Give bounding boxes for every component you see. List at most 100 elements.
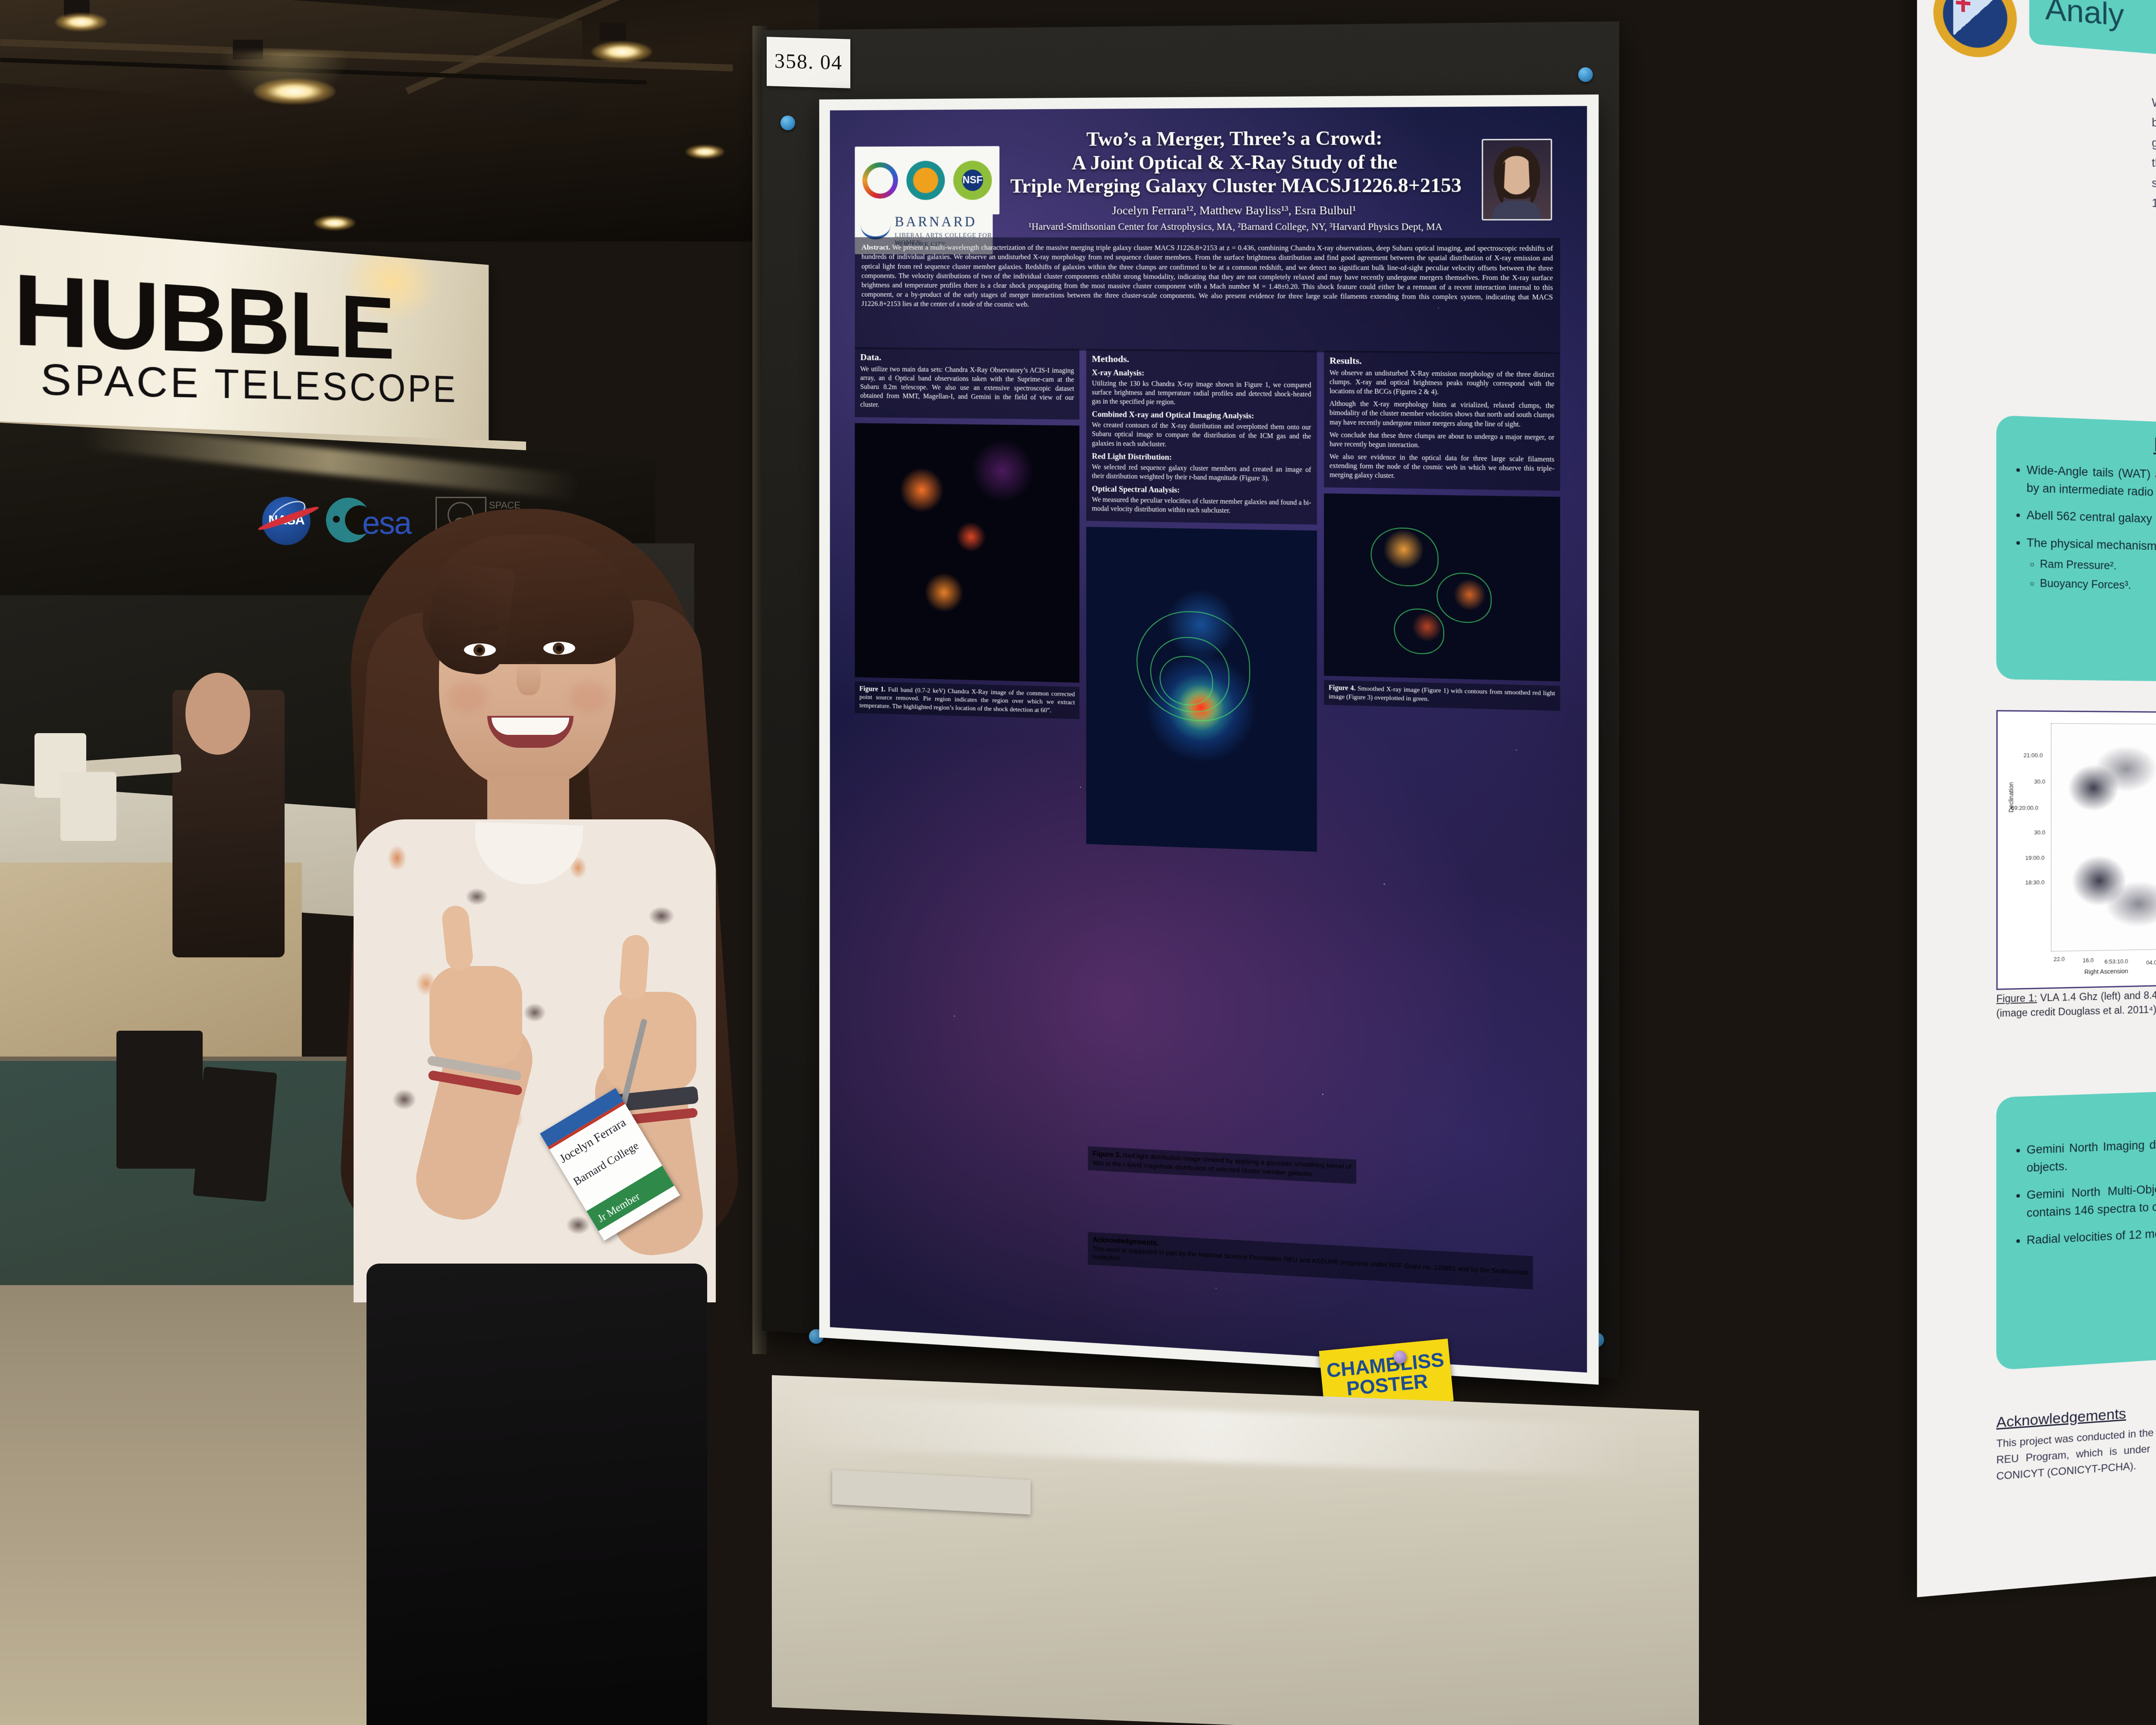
- presenter-thumb-right: [618, 934, 650, 1000]
- pupil: [477, 647, 483, 653]
- abstract-text: We present a multi-wavelength characteri…: [861, 243, 1553, 309]
- barnard-logo-text: BARNARD: [894, 214, 977, 230]
- pushpin: [1394, 1351, 1407, 1364]
- data-bullet-list: Gemini North Imaging data from GMOS imag…: [2012, 1126, 2156, 1250]
- poster-column-middle: Methods. X-ray Analysis: Utilizing the 1…: [1086, 349, 1317, 1339]
- fig1-ytick-1: 30.0: [2034, 778, 2046, 785]
- headshot-body: [1492, 201, 1542, 221]
- nsf-logo: NSF: [953, 160, 992, 200]
- methods-sub-text-3: We measured the peculiar velocities of c…: [1092, 496, 1311, 515]
- methods-sub-title-2: Red Light Distribution:: [1092, 452, 1172, 462]
- poster-number-text: 358. 04: [774, 49, 843, 75]
- fig1-ylabel: Declination: [2007, 782, 2015, 813]
- adjacent-ack-heading: Acknowledgements: [1996, 1405, 2126, 1431]
- fig1-xlabel: Right Ascension: [2084, 967, 2128, 975]
- chair: [116, 1031, 203, 1169]
- fig1-xtick-1: 16.0: [2082, 957, 2094, 964]
- results-paragraph-1: Although the X-ray morphology hints at v…: [1329, 400, 1554, 428]
- pupil: [556, 646, 562, 651]
- figure-2-image: [1086, 527, 1317, 852]
- adjacent-poster-title: Analy: [2045, 0, 2124, 33]
- ceiling-spotlight: [686, 145, 724, 159]
- smoothed-xray-image: [1324, 493, 1561, 682]
- fig1-xtick-0: 22.0: [2053, 956, 2065, 963]
- data-section: II.- Data Gemini North Imaging data from…: [1996, 1082, 2156, 1371]
- presenter-nose: [517, 660, 541, 695]
- intro-bullet-0: Wide-Angle tails (WAT) are straight, nar…: [2027, 461, 2156, 508]
- redlight-contour: [1370, 527, 1438, 587]
- figure-3-label: Figure 3.: [1092, 1150, 1121, 1159]
- results-paragraph-0: We observe an undisturbed X-Ray emission…: [1329, 369, 1554, 396]
- nasa-logo: NASA: [257, 496, 320, 545]
- pushpin: [1578, 67, 1593, 82]
- presenter: Jocelyn Ferrara Barnard College Jr Membe…: [302, 457, 992, 1725]
- intro-bullet-2-text: The physical mechanism of the WAT involv…: [2026, 536, 2156, 558]
- adjacent-acknowledgements: Acknowledgements This project was conduc…: [1996, 1383, 2156, 1485]
- intro-bullet-1: Abell 562 central galaxy is host to the …: [2027, 506, 2156, 535]
- poster-title-line3: Triple Merging Galaxy Cluster MACSJ1226.…: [1010, 174, 1462, 198]
- ceiling-spotlight: [314, 216, 355, 230]
- intro-sub-bullets: Ram Pressure². Buoyancy Forces³.: [2027, 556, 2156, 599]
- figure-4-caption: Figure 4. Smoothed X-ray image (Figure 1…: [1324, 680, 1561, 711]
- presenter-skirt: [367, 1264, 707, 1725]
- puc-chile-logo: [1933, 0, 2017, 60]
- methods-sub-title-0: X-ray Analysis:: [1092, 368, 1144, 378]
- poster-title-block: Two’s a Merger, Three’s a Crowd: A Joint…: [1006, 126, 1467, 233]
- adjacent-poster-abstract: We present a recent study of the dynamic…: [2152, 96, 2156, 214]
- ceiling-spotlight: [55, 13, 107, 31]
- adjacent-figure-1: 21:00.0 30.0 69:20:00.0 30.0 19:00.0 18:…: [1996, 710, 2156, 990]
- puc-cross-icon: [1961, 0, 1965, 12]
- author-headshot: [1482, 138, 1552, 221]
- hubble-exhibit-sign: HUBBLE SPACE TELESCOPE: [0, 222, 489, 449]
- subaru-optical-image: [1086, 527, 1317, 852]
- adjacent-poster-title-box: Analy: [2029, 0, 2156, 77]
- esa-logo: esa: [326, 496, 438, 543]
- presenter-teeth: [492, 718, 569, 735]
- poster-number-tag: 358. 04: [767, 37, 850, 88]
- lamp-housing: [599, 22, 626, 41]
- fig1-xtick-3: 04.0: [2146, 959, 2156, 966]
- cfa-logo: CfA: [862, 162, 898, 199]
- methods-heading: Methods.: [1092, 353, 1129, 364]
- intro-heading-text: I.- Introduction: [2153, 433, 2156, 460]
- fig1-ytick-3: 30.0: [2034, 829, 2046, 836]
- intro-section: I.- Introduction Wide-Angle tails (WAT) …: [1996, 415, 2156, 684]
- pushpin: [780, 116, 795, 130]
- figure-4-caption-text: Smoothed X-ray image (Figure 1) with con…: [1329, 685, 1555, 703]
- presenter-fist-left: [429, 966, 522, 1065]
- background-attendee-head: [185, 673, 250, 755]
- ceiling-spotlight: [592, 41, 652, 62]
- data-paragraph: We utilize two main data sets: Chandra X…: [860, 365, 1074, 409]
- adjacent-fig1-label: Figure 1:: [1996, 992, 2037, 1005]
- presenter-fist-right: [604, 992, 696, 1091]
- poster-authors: Jocelyn Ferrara¹², Matthew Bayliss¹³, Es…: [1112, 204, 1356, 217]
- cfa-logo-text: CfA: [871, 174, 889, 186]
- puc-shield-icon: [1953, 0, 1997, 40]
- data-bullet-1: Gemini North Multi-Object spectroscopy f…: [2027, 1170, 2156, 1222]
- adjacent-poster: Analy Diego Calde ¹Instituto de Astrofis…: [1917, 0, 2156, 1597]
- intro-bullet-list: Wide-Angle tails (WAT) are straight, nar…: [2012, 461, 2156, 599]
- poster-column-right: Results. We observe an undisturbed X-Ray…: [1324, 351, 1561, 1353]
- radio-tail: [2093, 745, 2156, 793]
- presenter-cheek-right: [569, 681, 608, 712]
- methods-panel: Methods. X-ray Analysis: Utilizing the 1…: [1086, 349, 1317, 525]
- poster-affiliations: ¹Harvard-Smithsonian Center for Astrophy…: [1028, 221, 1443, 232]
- poster-title-bar: CfA NSF BARNARD LIBERAL ARTS COLLEGE FOR…: [855, 121, 1560, 255]
- esa-dot-icon: [333, 516, 340, 523]
- nsf-logo-text: NSF: [962, 174, 983, 186]
- data-heading: Data.: [860, 351, 881, 363]
- methods-sub-text-2: We selected red sequence galaxy cluster …: [1092, 463, 1311, 482]
- vla-map-1400mhz: [2051, 723, 2156, 952]
- redlight-contour: [1394, 608, 1445, 655]
- fig1-xtick-2: 6:53:10.0: [2104, 958, 2128, 965]
- presenter-eye-right: [543, 642, 575, 655]
- data-panel: Data. We utilize two main data sets: Cha…: [855, 347, 1080, 420]
- cxc-sun-logo: [906, 160, 945, 200]
- methods-sub-title-1: Combined X-ray and Optical Imaging Analy…: [1092, 410, 1254, 421]
- fig1-ytick-0: 21:00.0: [2023, 752, 2043, 759]
- poster-abstract: Abstract. We present a multi-wavelength …: [855, 237, 1561, 354]
- results-heading: Results.: [1329, 355, 1362, 366]
- intro-bullet-2: The physical mechanism of the WAT involv…: [2027, 534, 2156, 600]
- methods-sub-text-1: We created contours of the X-ray distrib…: [1092, 421, 1311, 448]
- fig1-ytick-2: 69:20:00.0: [2011, 804, 2039, 812]
